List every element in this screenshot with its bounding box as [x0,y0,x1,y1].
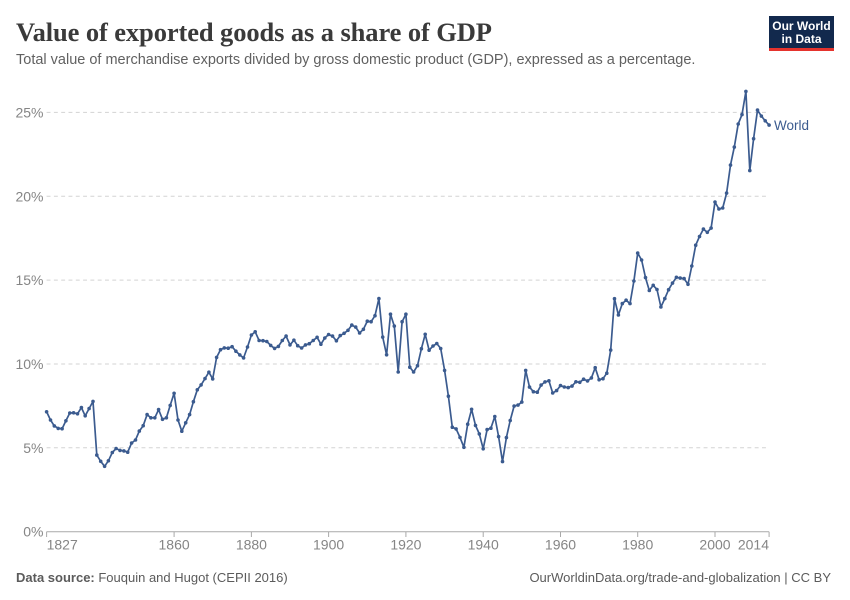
svg-text:1900: 1900 [313,537,344,553]
svg-text:2014: 2014 [738,537,769,553]
svg-text:5%: 5% [23,440,43,456]
svg-text:15%: 15% [15,272,43,288]
svg-text:25%: 25% [15,104,43,120]
svg-text:1860: 1860 [159,537,190,553]
svg-text:1827: 1827 [47,537,78,553]
svg-text:20%: 20% [15,188,43,204]
svg-text:1880: 1880 [236,537,267,553]
svg-text:0%: 0% [23,524,43,540]
svg-text:10%: 10% [15,356,43,372]
svg-text:World: World [774,118,809,133]
svg-text:1920: 1920 [390,537,421,553]
svg-text:2000: 2000 [699,537,730,553]
svg-text:1940: 1940 [468,537,499,553]
svg-text:1960: 1960 [545,537,576,553]
svg-text:1980: 1980 [622,537,653,553]
